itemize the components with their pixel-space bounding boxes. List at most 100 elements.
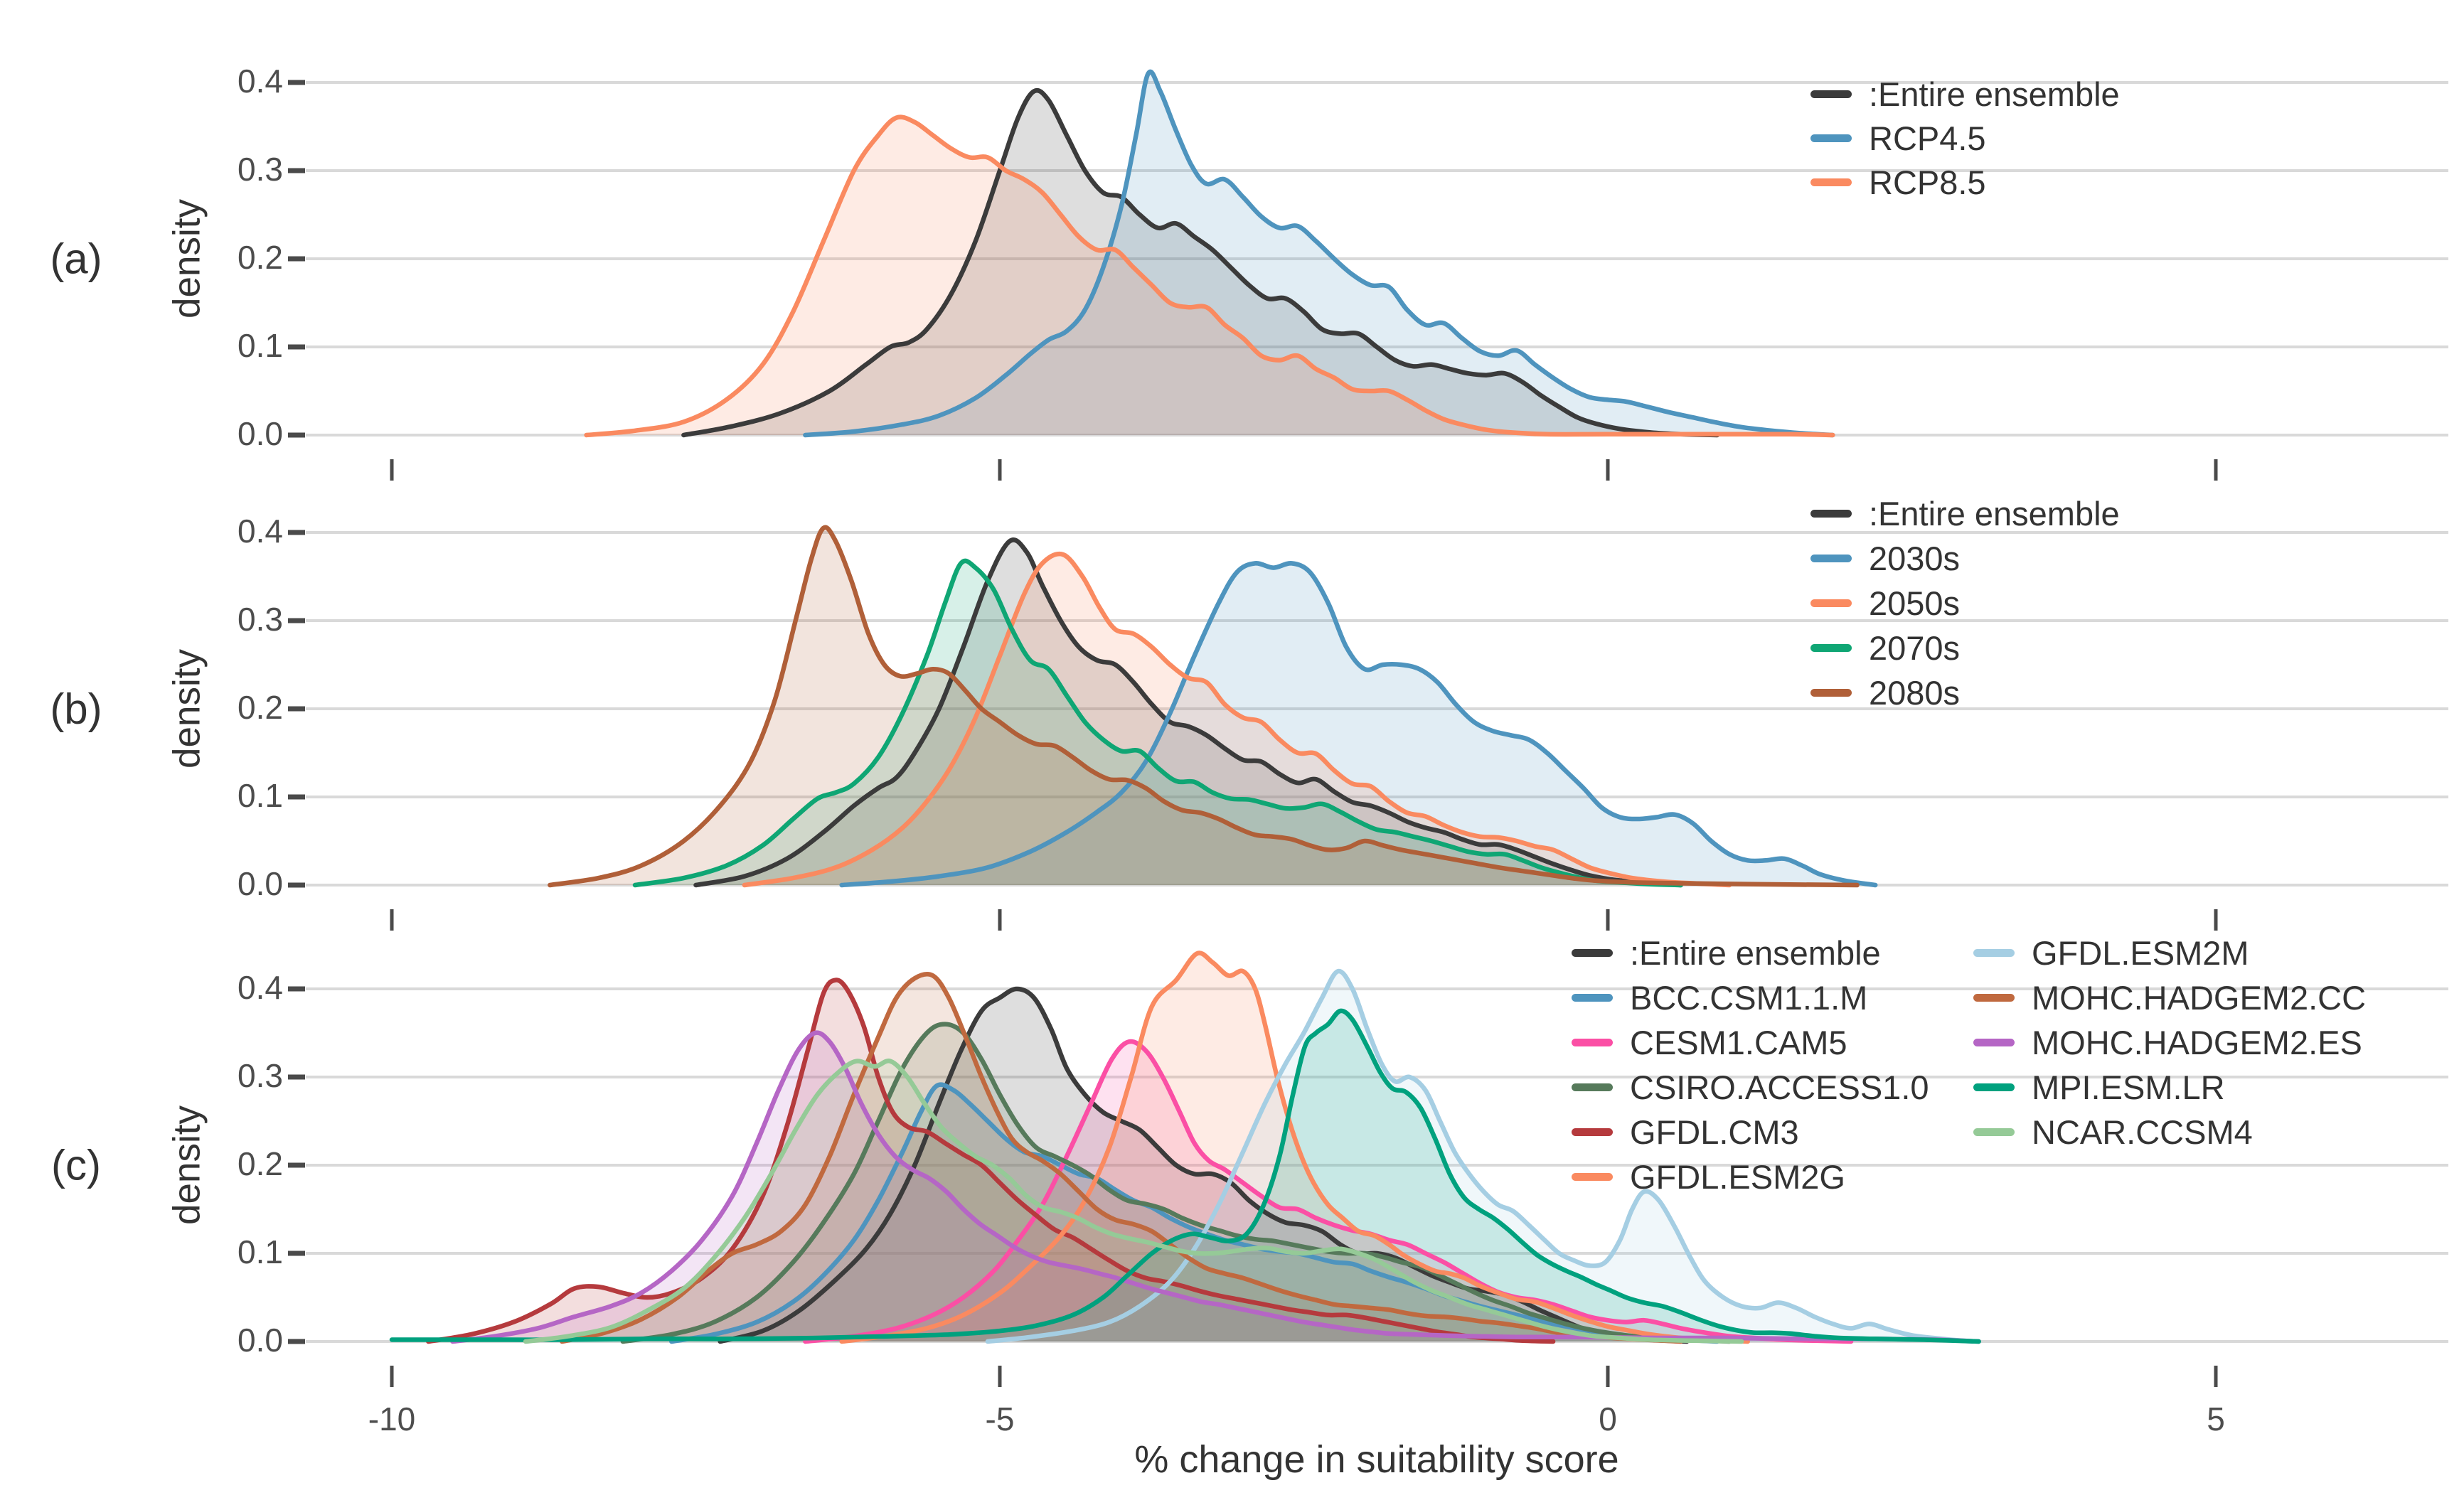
legend-label: GFDL.ESM2G	[1630, 1157, 1845, 1196]
legend-swatch	[1572, 948, 1613, 957]
density-curve-mohc-hadgem2-cc	[560, 972, 1683, 1344]
y-tick-label: 0.1	[238, 326, 283, 364]
y-tick-label: 0.1	[238, 776, 283, 814]
panel-letter-a: (a)	[50, 235, 102, 283]
legend-label: GFDL.CM3	[1630, 1113, 1799, 1151]
legend-label: MOHC.HADGEM2.CC	[2032, 978, 2367, 1017]
density-fill--entire-ensemble	[720, 989, 1687, 1341]
legend-label: MOHC.HADGEM2.ES	[2032, 1023, 2362, 1061]
legend-label: CSIRO.ACCESS1.0	[1630, 1068, 1929, 1106]
panel-letter-c: (c)	[51, 1141, 101, 1189]
legend-label: 2050s	[1869, 584, 1961, 622]
density-curve--entire-ensemble	[693, 537, 1683, 888]
legend-label: RCP4.5	[1869, 119, 1986, 157]
legend-item-rcp4-5: RCP4.5	[1810, 117, 1986, 159]
y-tick-label: 0.0	[238, 864, 283, 902]
y-tick-label: 0.4	[238, 62, 283, 100]
legend-swatch	[1973, 993, 2015, 1002]
density-fill-csiro-access1-0	[622, 1024, 1729, 1341]
legend-label: GFDL.ESM2M	[2032, 933, 2249, 972]
legend-label: 2080s	[1869, 673, 1961, 712]
y-tick-label: 0.0	[238, 414, 283, 452]
y-tick-label: 0.2	[238, 688, 283, 726]
legend-swatch	[1572, 1172, 1613, 1181]
legend-item-gfdl-esm2g: GFDL.ESM2G	[1572, 1155, 1845, 1198]
legend-swatch	[1973, 1128, 2015, 1136]
legend-label: :Entire ensemble	[1630, 933, 1881, 972]
legend-item-csiro-access1-0: CSIRO.ACCESS1.0	[1572, 1066, 1929, 1108]
legend-label: BCC.CSM1.1.M	[1630, 978, 1868, 1017]
density-fill-rcp4-5	[805, 71, 1833, 435]
density-curve-2050s	[742, 552, 1732, 888]
legend-label: RCP8.5	[1869, 163, 1986, 201]
legend-swatch	[1810, 178, 1852, 186]
legend-item-2080s: 2080s	[1810, 671, 1960, 714]
panel-a	[288, 69, 2448, 481]
legend-swatch	[1973, 1038, 2015, 1046]
legend-swatch	[1973, 1083, 2015, 1091]
y-tick-label: 0.3	[238, 600, 283, 638]
legend-label: MPI.ESM.LR	[2032, 1068, 2225, 1106]
legend-label: 2070s	[1869, 628, 1961, 667]
legend-swatch	[1810, 643, 1852, 652]
y-tick-label: 0.2	[238, 1145, 283, 1182]
y-tick-label: 0.3	[238, 1056, 283, 1094]
legend-swatch	[1810, 134, 1852, 142]
density-curve-gfdl-esm2g	[839, 950, 1750, 1344]
legend-item--entire-ensemble: :Entire ensemble	[1810, 73, 2120, 115]
legend-item-gfdl-cm3: GFDL.CM3	[1572, 1110, 1799, 1153]
density-curve-mpi-esm-lr	[389, 1008, 1981, 1344]
legend-item-mpi-esm-lr: MPI.ESM.LR	[1973, 1066, 2225, 1108]
density-fill-2030s	[841, 563, 1876, 885]
legend-item-rcp8-5: RCP8.5	[1810, 161, 1986, 203]
legend-swatch	[1572, 1038, 1613, 1046]
density-fill-gfdl-esm2g	[841, 953, 1748, 1341]
legend-swatch	[1973, 948, 2015, 957]
legend-item-ncar-ccsm4: NCAR.CCSM4	[1973, 1110, 2253, 1153]
density-fill-bcc-csm1-1-m	[671, 1084, 1717, 1341]
density-curve-rcp4-5	[803, 69, 1835, 438]
legend-item--entire-ensemble: :Entire ensemble	[1810, 492, 2120, 535]
legend-label: 2030s	[1869, 539, 1961, 577]
x-axis-title: % change in suitability score	[1134, 1438, 1619, 1481]
density-fill-2070s	[635, 560, 1681, 885]
legend-label: :Entire ensemble	[1869, 494, 2120, 532]
legend-label: :Entire ensemble	[1869, 75, 2120, 113]
legend-swatch	[1810, 688, 1852, 697]
legend-item-mohc-hadgem2-cc: MOHC.HADGEM2.CC	[1973, 976, 2366, 1019]
density-curve--entire-ensemble	[681, 87, 1720, 438]
density-fill-2080s	[550, 527, 1857, 885]
legend-swatch	[1572, 993, 1613, 1002]
legend-label: NCAR.CCSM4	[2032, 1113, 2253, 1151]
density-curve-2080s	[548, 525, 1860, 888]
legend-item-mohc-hadgem2-es: MOHC.HADGEM2.ES	[1973, 1021, 2362, 1064]
density-fill-mohc-hadgem2-cc	[562, 974, 1681, 1341]
density-curve-2070s	[632, 558, 1683, 888]
legend-item-2050s: 2050s	[1810, 582, 1960, 624]
y-tick-label: 0.4	[238, 968, 283, 1006]
density-curve-rcp8-5	[584, 114, 1835, 438]
legend-item-bcc-csm1-1-m: BCC.CSM1.1.M	[1572, 976, 1867, 1019]
legend-item-2030s: 2030s	[1810, 537, 1960, 579]
density-curve-gfdl-esm2m	[985, 968, 1975, 1344]
x-tick-label: -10	[368, 1400, 416, 1437]
density-fill-2050s	[744, 554, 1729, 885]
density-fill-rcp8-5	[586, 117, 1833, 435]
legend-swatch	[1810, 599, 1852, 607]
y-tick-label: 0.0	[238, 1321, 283, 1359]
legend-item-gfdl-esm2m: GFDL.ESM2M	[1973, 931, 2249, 974]
legend-label: CESM1.CAM5	[1630, 1023, 1847, 1061]
legend-item-2070s: 2070s	[1810, 626, 1960, 669]
density-curve-csiro-access1-0	[620, 1022, 1732, 1344]
density-fill-mpi-esm-lr	[392, 1010, 1979, 1341]
panel-b	[288, 525, 2448, 931]
y-tick-label: 0.3	[238, 150, 283, 188]
x-tick-label: 0	[1599, 1400, 1617, 1437]
density-fill--entire-ensemble	[695, 540, 1681, 885]
legend-swatch	[1572, 1083, 1613, 1091]
density-fill-gfdl-cm3	[428, 980, 1554, 1341]
y-tick-label: 0.4	[238, 512, 283, 550]
density-curve-cesm1-cam5	[803, 1039, 1854, 1344]
